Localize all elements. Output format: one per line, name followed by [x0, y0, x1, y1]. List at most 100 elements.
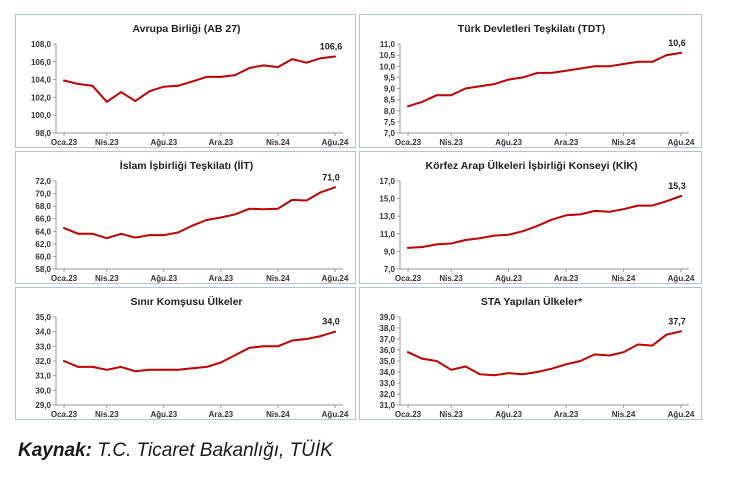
- x-tick-label: Ağu.23: [495, 138, 522, 147]
- x-tick-label: Ara.23: [554, 138, 579, 147]
- chart-title: Avrupa Birliği (AB 27): [132, 23, 240, 35]
- data-point: [291, 198, 294, 201]
- data-point: [478, 237, 481, 240]
- y-tick-label: 7,5: [384, 118, 396, 127]
- data-point: [148, 368, 151, 371]
- data-point: [579, 67, 582, 70]
- data-point: [565, 363, 567, 366]
- data-label-last: 106,6: [320, 41, 343, 51]
- data-point: [248, 207, 251, 210]
- data-point: [507, 78, 510, 81]
- x-tick-label: Ağu.24: [668, 138, 695, 147]
- data-point: [522, 373, 524, 376]
- x-tick-label: Oca.23: [51, 138, 78, 147]
- y-tick-label: 32,0: [35, 357, 51, 366]
- data-point: [435, 360, 438, 362]
- data-point: [464, 87, 467, 90]
- data-point: [162, 234, 165, 236]
- y-tick-label: 35,0: [379, 357, 395, 366]
- x-tick-label: Nis.23: [95, 274, 119, 283]
- chart-panel-sta: STA Yapılan Ülkeler* 39,0 38,0 37,0 36,0 35,0…: [359, 287, 702, 420]
- chart-title: Sınır Komşusu Ülkeler: [130, 295, 242, 308]
- y-tick-label: 8,5: [384, 96, 396, 105]
- chart-iit: İslam İşbirliği Teşkilatı (İİT) 72,0 70,0 6…: [35, 159, 349, 283]
- data-point: [177, 231, 180, 234]
- data-point: [622, 208, 625, 211]
- data-point: [91, 232, 94, 235]
- data-point: [565, 214, 567, 217]
- data-point: [63, 79, 65, 82]
- series-line: [407, 195, 682, 249]
- x-tick-label: Oca.23: [395, 274, 422, 283]
- y-tick-label: 35,0: [35, 313, 51, 322]
- data-point: [334, 55, 336, 58]
- data-point: [77, 232, 80, 235]
- chart-ab27: Avrupa Birliği (AB 27) 108,0 106,0 104,0 102…: [31, 23, 349, 147]
- data-point: [478, 373, 481, 376]
- data-point: [191, 80, 194, 83]
- data-point: [305, 61, 308, 64]
- data-point: [248, 346, 251, 349]
- data-point: [550, 218, 553, 221]
- x-tick-label: Ağu.24: [322, 274, 349, 283]
- x-tick-label: Oca.23: [51, 274, 78, 283]
- y-tick-label: 64,0: [35, 227, 51, 236]
- data-point: [262, 208, 265, 211]
- data-point: [636, 60, 639, 63]
- x-tick-label: Ara.23: [209, 410, 234, 419]
- x-tick-label: Ara.23: [209, 138, 234, 147]
- data-point: [536, 371, 539, 373]
- series-line: [63, 55, 336, 103]
- y-tick-label: 36,0: [379, 346, 395, 355]
- x-tick-label: Oca.23: [395, 410, 422, 419]
- data-point: [134, 100, 137, 102]
- x-tick-label: Nis.24: [266, 274, 290, 283]
- y-tick-label: 8,0: [384, 107, 396, 116]
- x-tick-label: Nis.23: [95, 138, 119, 147]
- y-tick-label: 15,0: [379, 195, 395, 204]
- x-tick-label: Ağu.24: [668, 410, 695, 419]
- data-point: [550, 367, 553, 370]
- data-point: [291, 339, 294, 342]
- y-tick-label: 104,0: [31, 76, 52, 85]
- y-tick-label: 106,0: [31, 58, 52, 67]
- data-point: [450, 242, 453, 245]
- x-tick-label: Nis.24: [612, 410, 636, 419]
- chart-title: Türk Devletleri Teşkilatı (TDT): [458, 23, 605, 35]
- x-tick-label: Oca.23: [51, 410, 78, 419]
- data-label-last: 15,3: [668, 181, 686, 191]
- y-tick-label: 34,0: [35, 328, 51, 337]
- data-point: [277, 207, 279, 210]
- x-tick-label: Ara.23: [554, 274, 579, 283]
- chart-title: Körfez Arap Ülkeleri İşbirliği Konseyi (…: [426, 159, 638, 172]
- y-tick-label: 68,0: [35, 202, 51, 211]
- data-point: [63, 360, 65, 362]
- data-point: [191, 367, 194, 370]
- series-line: [407, 330, 682, 377]
- y-tick-label: 7,0: [384, 129, 396, 138]
- data-point: [593, 353, 596, 356]
- chart-title: STA Yapılan Ülkeler*: [481, 295, 583, 308]
- data-point: [651, 204, 654, 207]
- data-point: [134, 370, 137, 373]
- x-tick-label: Nis.24: [266, 410, 290, 419]
- y-tick-label: 17,0: [379, 177, 395, 186]
- data-point: [91, 365, 94, 368]
- y-tick-label: 30,0: [35, 386, 51, 395]
- x-tick-label: Nis.24: [612, 274, 636, 283]
- data-point: [622, 63, 625, 65]
- data-point: [478, 85, 481, 88]
- data-point: [565, 69, 567, 72]
- y-tick-label: 9,5: [384, 73, 396, 82]
- data-point: [277, 66, 279, 69]
- y-tick-label: 13,0: [379, 212, 395, 221]
- data-point: [234, 74, 237, 77]
- data-point: [105, 368, 108, 371]
- data-point: [608, 354, 611, 357]
- data-point: [421, 246, 424, 248]
- data-point: [148, 90, 151, 93]
- y-tick-label: 100,0: [31, 111, 52, 120]
- data-point: [77, 365, 80, 368]
- y-tick-label: 7,0: [384, 265, 396, 274]
- data-point: [464, 239, 467, 241]
